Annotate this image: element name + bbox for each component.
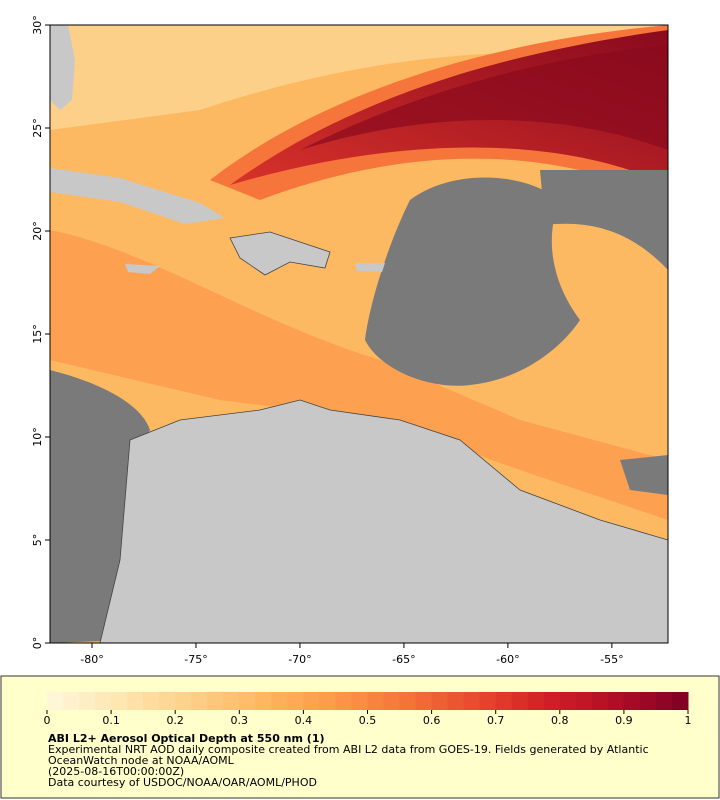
colorbar-step [655,692,673,710]
colorbar-step [527,692,545,710]
colorbar-tick-label: 0.5 [359,714,377,727]
colorbar-tick-label: 0.2 [166,714,184,727]
colorbar-step [255,692,272,710]
colorbar-tick-label: 0.6 [423,714,441,727]
colorbar-step [447,692,465,710]
colorbar-tick-label: 0.1 [102,714,120,727]
colorbar-step [495,692,513,710]
caption-title: ABI L2+ Aerosol Optical Depth at 550 nm … [48,732,325,745]
x-tick-label: -55° [600,653,623,666]
colorbar-step [351,692,368,710]
colorbar-step [159,692,176,710]
colorbar-tick-label: 1 [685,714,692,727]
colorbar-step [319,692,336,710]
y-tick-label: 20° [31,221,44,241]
colorbar-step [239,692,256,710]
colorbar-tick-label: 0.7 [487,714,505,727]
x-tick-label: -65° [392,653,415,666]
map-image [50,25,668,643]
colorbar-step [511,692,529,710]
colorbar-step [223,692,240,710]
colorbar-step [671,692,689,710]
colorbar-step [79,692,96,710]
colorbar-step [559,692,577,710]
y-tick-label: 5° [31,534,44,547]
y-tick-label: 15° [31,324,44,344]
colorbar-step [383,692,401,710]
colorbar-step [399,692,417,710]
x-tick-label: -60° [496,653,519,666]
colorbar-step [623,692,641,710]
colorbar-step [127,692,144,710]
colorbar-step [191,692,208,710]
colorbar-step [95,692,112,710]
caption-line: OceanWatch node at NOAA/AOML [48,754,235,767]
caption-line: (2025-08-16T00:00:00Z) [48,765,184,778]
colorbar-step [111,692,128,710]
caption-line: Experimental NRT AOD daily composite cre… [48,743,649,756]
colorbar-step [607,692,625,710]
caption-line: Data courtesy of USDOC/NOAA/OAR/AOML/PHO… [48,776,317,789]
colorbar-tick-label: 0.9 [615,714,633,727]
colorbar-step [287,692,304,710]
colorbar-tick-label: 0.8 [551,714,569,727]
x-tick-label: -75° [184,653,207,666]
colorbar-step [367,692,385,710]
colorbar-step [431,692,449,710]
colorbar-step [207,692,224,710]
y-tick-label: 0° [31,637,44,650]
x-tick-label: -70° [288,653,311,666]
colorbar-step [479,692,497,710]
colorbar-step [271,692,288,710]
colorbar-step [639,692,657,710]
colorbar-step [335,692,352,710]
colorbar-step [63,692,80,710]
y-tick-label: 30° [31,15,44,35]
colorbar-step [415,692,433,710]
colorbar-tick-label: 0.4 [295,714,313,727]
colorbar-step [143,692,160,710]
y-tick-label: 25° [31,118,44,138]
colorbar-step [175,692,192,710]
colorbar-step [591,692,609,710]
colorbar-step [303,692,320,710]
y-tick-label: 10° [31,427,44,447]
colorbar-step [575,692,593,710]
colorbar-step [463,692,481,710]
x-tick-label: -80° [80,653,103,666]
colorbar-step [543,692,561,710]
colorbar-tick-label: 0 [44,714,51,727]
colorbar-tick-label: 0.3 [231,714,249,727]
colorbar-step [47,692,64,710]
